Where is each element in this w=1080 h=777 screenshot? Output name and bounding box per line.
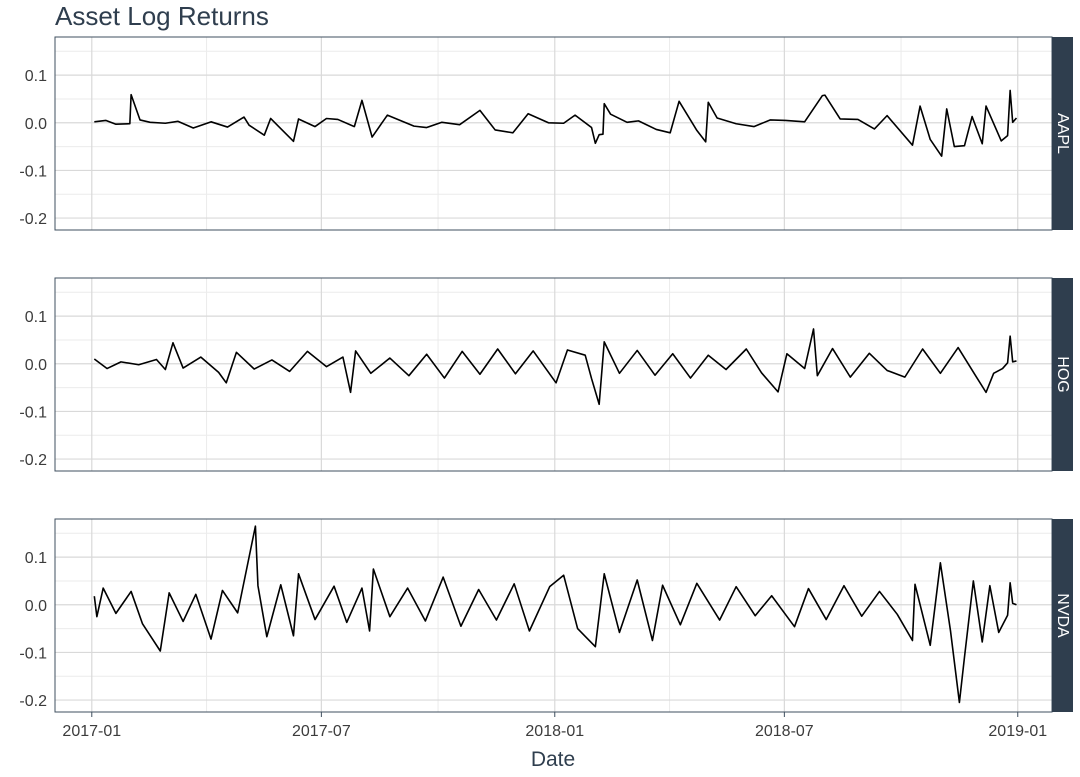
- y-tick-label: 0.1: [25, 68, 47, 85]
- chart-title: Asset Log Returns: [55, 1, 269, 31]
- facet-strip-label: AAPL: [1054, 113, 1071, 154]
- x-axis: 2017-01 2017-07 2018-01 2018-07 2019-01: [62, 712, 1047, 740]
- panel-border: [54, 277, 1053, 472]
- series-line-hog: [93, 328, 1017, 406]
- y-tick-label: 0.0: [25, 357, 47, 374]
- y-tick-label: -0.2: [19, 211, 47, 228]
- y-tick-label: -0.1: [19, 645, 47, 662]
- facet-panels: 0.10.0-0.1-0.2AAPL0.10.0-0.1-0.2HOG0.10.…: [19, 36, 1073, 713]
- series-line-aapl: [94, 89, 1018, 157]
- x-tick-label: 2018-01: [525, 723, 584, 740]
- x-axis-title: Date: [531, 748, 575, 771]
- y-tick-label: 0.1: [25, 309, 47, 326]
- y-tick-label: -0.1: [19, 404, 47, 421]
- y-tick-label: 0.0: [25, 598, 47, 615]
- y-tick-label: 0.0: [25, 116, 47, 133]
- facet-strip-label: NVDA: [1054, 593, 1071, 638]
- y-tick-label: 0.1: [25, 550, 47, 567]
- panel-border: [54, 518, 1053, 713]
- y-tick-label: -0.1: [19, 163, 47, 180]
- facet-strip: [1052, 37, 1073, 230]
- x-tick-label: 2017-01: [62, 723, 121, 740]
- y-tick-label: -0.2: [19, 693, 47, 710]
- panel-hog: 0.1 0.0 -0.1 -0.2 HOG: [19, 277, 1073, 472]
- panel-aapl: 0.1 0.0 -0.1 -0.2 AAPL: [19, 36, 1073, 231]
- x-tick-label: 2017-07: [292, 723, 351, 740]
- x-tick-label: 2019-01: [988, 723, 1047, 740]
- series-line-nvda: [93, 525, 1017, 704]
- facet-strip-label: HOG: [1054, 356, 1071, 392]
- x-tick-label: 2018-07: [755, 723, 814, 740]
- facet-strip: [1052, 519, 1073, 712]
- facet-strip: [1052, 278, 1073, 471]
- panel-nvda: 0.1 0.0 -0.1 -0.2 NVDA: [19, 518, 1073, 713]
- y-tick-label: -0.2: [19, 452, 47, 469]
